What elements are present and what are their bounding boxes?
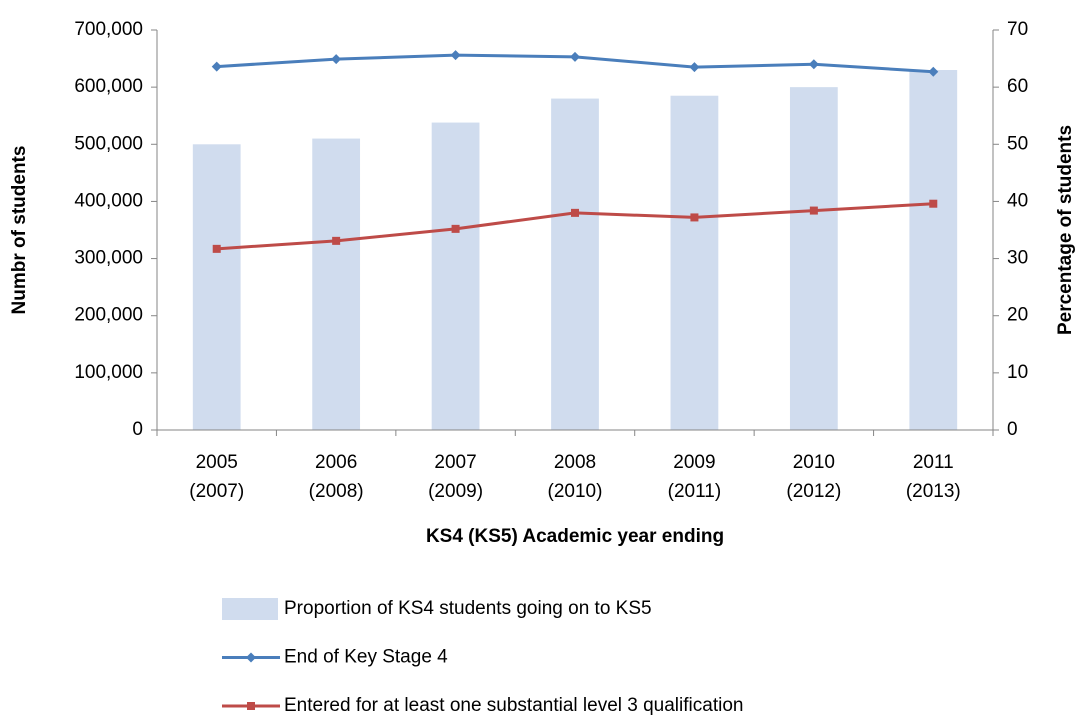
x-tick-label: (2007) [189, 481, 244, 502]
legend-label: Proportion of KS4 students going on to K… [284, 598, 652, 619]
y2-axis-label: Percentage of students [1055, 125, 1076, 335]
marker [571, 208, 579, 217]
x-tick-label: 2009 [673, 452, 715, 473]
y-tick-label: 200,000 [74, 305, 143, 326]
x-axis-label: KS4 (KS5) Academic year ending [426, 526, 724, 547]
y2-tick-label: 40 [1007, 190, 1028, 211]
marker [570, 51, 580, 62]
marker [689, 62, 700, 73]
marker [809, 206, 818, 215]
legend-label: End of Key Stage 4 [284, 647, 448, 668]
bar [312, 138, 361, 431]
x-tick-label: (2010) [548, 481, 603, 502]
marker [690, 213, 699, 222]
y-tick-label: 400,000 [74, 190, 143, 211]
marker [246, 652, 256, 663]
y-axis-label: Numbr of students [9, 146, 30, 315]
y2-tick-label: 0 [1007, 419, 1018, 440]
marker [247, 702, 255, 710]
marker [451, 224, 460, 233]
x-tick-label: 2005 [196, 452, 238, 473]
y-tick-label: 700,000 [74, 19, 143, 40]
legend-label: Entered for at least one substantial lev… [284, 695, 743, 716]
x-tick-label: (2013) [906, 481, 961, 502]
bar [670, 95, 719, 430]
y2-tick-label: 70 [1007, 19, 1028, 40]
bar [909, 70, 958, 430]
marker [211, 61, 222, 72]
x-tick-label: (2012) [786, 481, 841, 502]
x-tick-label: 2006 [315, 452, 357, 473]
x-tick-label: (2009) [428, 481, 483, 502]
y-tick-label: 500,000 [74, 133, 143, 154]
y2-tick-label: 10 [1007, 362, 1028, 383]
y-tick-label: 300,000 [74, 248, 143, 269]
bar [551, 98, 599, 431]
y-tick-label: 600,000 [74, 76, 143, 97]
bar [789, 87, 838, 431]
y-tick-label: 0 [132, 419, 143, 440]
legend-swatch [222, 598, 278, 620]
x-tick-label: 2010 [793, 452, 835, 473]
x-tick-label: 2011 [913, 452, 954, 473]
marker [332, 236, 341, 245]
marker [450, 50, 461, 61]
x-tick-label: (2008) [309, 481, 364, 502]
marker [331, 54, 342, 65]
marker [929, 199, 938, 208]
bar [192, 144, 241, 431]
y2-tick-label: 60 [1007, 76, 1028, 97]
y2-tick-label: 50 [1007, 133, 1028, 154]
marker [808, 59, 819, 70]
bar [431, 122, 480, 431]
x-tick-label: 2008 [554, 452, 596, 473]
marker [928, 66, 939, 77]
x-tick-label: 2007 [434, 452, 476, 473]
marker [212, 244, 221, 253]
x-tick-label: (2011) [668, 481, 722, 502]
y2-tick-label: 20 [1007, 305, 1028, 326]
y2-tick-label: 30 [1007, 248, 1028, 269]
y-tick-label: 100,000 [74, 362, 143, 383]
